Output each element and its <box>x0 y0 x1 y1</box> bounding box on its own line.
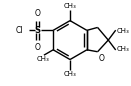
Text: CH₃: CH₃ <box>116 28 129 34</box>
Text: CH₃: CH₃ <box>64 71 76 77</box>
Text: CH₃: CH₃ <box>116 46 129 52</box>
Text: O: O <box>35 43 41 52</box>
Text: O: O <box>35 9 41 18</box>
Text: CH₃: CH₃ <box>37 56 49 62</box>
Text: CH₃: CH₃ <box>64 3 76 9</box>
Text: S: S <box>35 26 41 35</box>
Text: Cl: Cl <box>16 26 23 35</box>
Text: O: O <box>99 54 104 63</box>
